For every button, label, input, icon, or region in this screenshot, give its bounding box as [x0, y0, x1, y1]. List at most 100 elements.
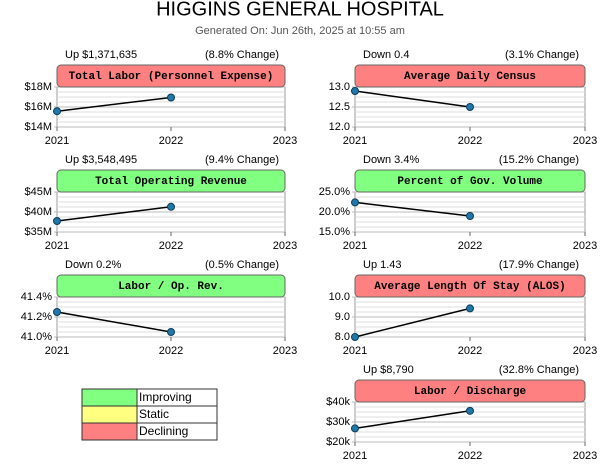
- change-text: Up $8,790: [363, 364, 414, 376]
- data-point: [351, 333, 359, 341]
- x-tick-label: 2021: [343, 240, 367, 252]
- legend-swatch: [81, 422, 138, 441]
- x-tick-label: 2021: [343, 345, 367, 357]
- x-tick-label: 2023: [273, 135, 297, 147]
- legend-cell: [136, 422, 218, 441]
- y-tick-label: 20.0%: [319, 206, 350, 218]
- x-tick-label: 2023: [273, 345, 297, 357]
- y-tick-label: 12.5: [329, 101, 350, 113]
- trend-line: [354, 307, 471, 338]
- x-tick-label: 2022: [458, 135, 482, 147]
- change-text: Up 1.43: [363, 259, 402, 271]
- trend-line: [56, 206, 172, 222]
- trend-line: [56, 311, 172, 333]
- y-tick-label: $40k: [326, 396, 350, 408]
- x-tick-label: 2022: [159, 240, 183, 252]
- y-tick-label: $35M: [24, 226, 52, 238]
- change-percent: (32.8% Change): [499, 364, 579, 376]
- x-tick-label: 2022: [159, 345, 183, 357]
- change-text: Up $3,548,495: [65, 154, 137, 166]
- legend-label: Improving: [139, 390, 192, 404]
- trend-line: [56, 96, 172, 112]
- panel-header: [56, 169, 286, 193]
- y-tick-label: $16M: [24, 101, 52, 113]
- page-title: HIGGINS GENERAL HOSPITAL: [156, 0, 444, 20]
- data-point: [53, 308, 61, 316]
- x-tick-label: 2022: [458, 450, 482, 462]
- panel-title: Labor / Discharge: [414, 386, 527, 398]
- data-point: [167, 328, 175, 336]
- change-percent: (15.2% Change): [499, 154, 579, 166]
- change-percent: (17.9% Change): [499, 259, 579, 271]
- x-tick-label: 2022: [458, 240, 482, 252]
- x-tick-label: 2023: [273, 240, 297, 252]
- data-point: [167, 202, 175, 211]
- data-point: [351, 87, 359, 95]
- y-tick-label: $14M: [24, 121, 52, 133]
- y-tick-label: 13.0: [329, 81, 350, 93]
- x-tick-label: 2021: [343, 450, 367, 462]
- change-text: Up $1,371,635: [65, 49, 137, 61]
- trend-line: [354, 410, 471, 430]
- panel-title: Average Length Of Stay (ALOS): [374, 281, 565, 293]
- trend-line: [354, 90, 471, 108]
- panel-header: [354, 169, 586, 193]
- x-tick-label: 2021: [45, 240, 69, 252]
- y-tick-label: $18M: [24, 81, 52, 93]
- change-text: Down 3.4%: [363, 154, 419, 166]
- data-point: [466, 103, 474, 111]
- panel-header: [354, 64, 586, 88]
- change-percent: (0.5% Change): [205, 259, 279, 271]
- y-tick-label: $45M: [24, 186, 52, 198]
- legend-label: Static: [139, 407, 169, 421]
- x-tick-label: 2023: [573, 135, 597, 147]
- panel-header: [354, 379, 586, 403]
- y-tick-label: $30k: [326, 416, 350, 428]
- x-tick-label: 2022: [159, 135, 183, 147]
- y-tick-label: 41.0%: [21, 331, 52, 343]
- change-percent: (8.8% Change): [205, 49, 279, 61]
- data-point: [466, 304, 474, 313]
- panel-header: [56, 274, 286, 298]
- y-tick-label: $20k: [326, 436, 350, 448]
- y-tick-label: 10.0: [329, 291, 350, 303]
- panel-title: Labor / Op. Rev.: [118, 281, 224, 293]
- panel-title: Percent of Gov. Volume: [397, 176, 543, 188]
- panel-title: Total Operating Revenue: [95, 176, 247, 188]
- x-tick-label: 2023: [573, 240, 597, 252]
- data-point: [351, 424, 359, 433]
- panel-title: Average Daily Census: [404, 71, 536, 83]
- panel-header: [354, 274, 586, 298]
- x-tick-label: 2021: [45, 135, 69, 147]
- change-percent: (9.4% Change): [205, 154, 279, 166]
- x-tick-label: 2021: [343, 135, 367, 147]
- panel-header: [56, 64, 286, 88]
- legend-swatch: [81, 405, 138, 424]
- y-tick-label: 9.0: [335, 311, 350, 323]
- data-point: [53, 107, 61, 116]
- legend-label: Declining: [139, 424, 188, 438]
- data-point: [167, 93, 175, 102]
- data-point: [466, 212, 474, 220]
- data-point: [53, 217, 61, 225]
- x-tick-label: 2022: [458, 345, 482, 357]
- y-tick-label: 8.0: [335, 331, 350, 343]
- y-tick-label: 15.0%: [319, 226, 350, 238]
- y-tick-label: $40M: [24, 206, 52, 218]
- y-tick-label: 12.0: [329, 121, 350, 133]
- page-subtitle: Generated On: Jun 26th, 2025 at 10:55 am: [195, 25, 405, 37]
- data-point: [351, 198, 359, 207]
- panel-title: Total Labor (Personnel Expense): [69, 71, 274, 83]
- legend-swatch: [81, 388, 138, 407]
- data-point: [466, 406, 474, 415]
- change-text: Down 0.4: [363, 49, 409, 61]
- change-text: Down 0.2%: [65, 259, 121, 271]
- x-tick-label: 2021: [45, 345, 69, 357]
- y-tick-label: 41.2%: [21, 311, 52, 323]
- y-tick-label: 25.0%: [319, 186, 350, 198]
- y-tick-label: 41.4%: [21, 291, 52, 303]
- trend-line: [354, 201, 471, 217]
- x-tick-label: 2023: [573, 345, 597, 357]
- change-percent: (3.1% Change): [505, 49, 579, 61]
